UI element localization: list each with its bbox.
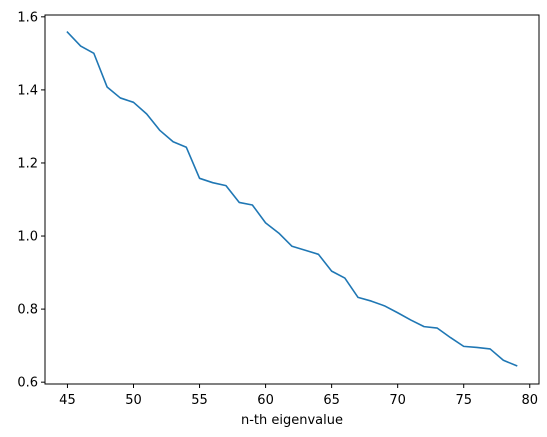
x-axis-label: n-th eigenvalue (241, 413, 343, 428)
x-tick-label: 80 (521, 393, 538, 408)
y-tick-label: 0.8 (17, 303, 38, 318)
x-axis: 45 50 55 60 65 70 75 80 (59, 384, 538, 408)
series-line (66, 31, 518, 367)
plot-area (66, 31, 518, 367)
x-tick-label: 70 (389, 393, 406, 408)
y-tick-label: 1.2 (17, 156, 38, 171)
y-axis: 0.6 0.8 1.0 1.2 1.4 1.6 (17, 10, 45, 391)
x-tick-label: 60 (257, 393, 274, 408)
y-tick-label: 1.0 (17, 230, 38, 245)
y-tick-label: 1.4 (17, 83, 38, 98)
y-tick-label: 0.6 (17, 376, 38, 391)
x-tick-label: 75 (455, 393, 472, 408)
y-tick-label: 1.6 (17, 10, 38, 25)
x-tick-label: 55 (191, 393, 208, 408)
x-tick-label: 45 (59, 393, 76, 408)
x-tick-label: 50 (125, 393, 142, 408)
plot-frame (44, 14, 540, 385)
x-tick-label: 65 (323, 393, 340, 408)
